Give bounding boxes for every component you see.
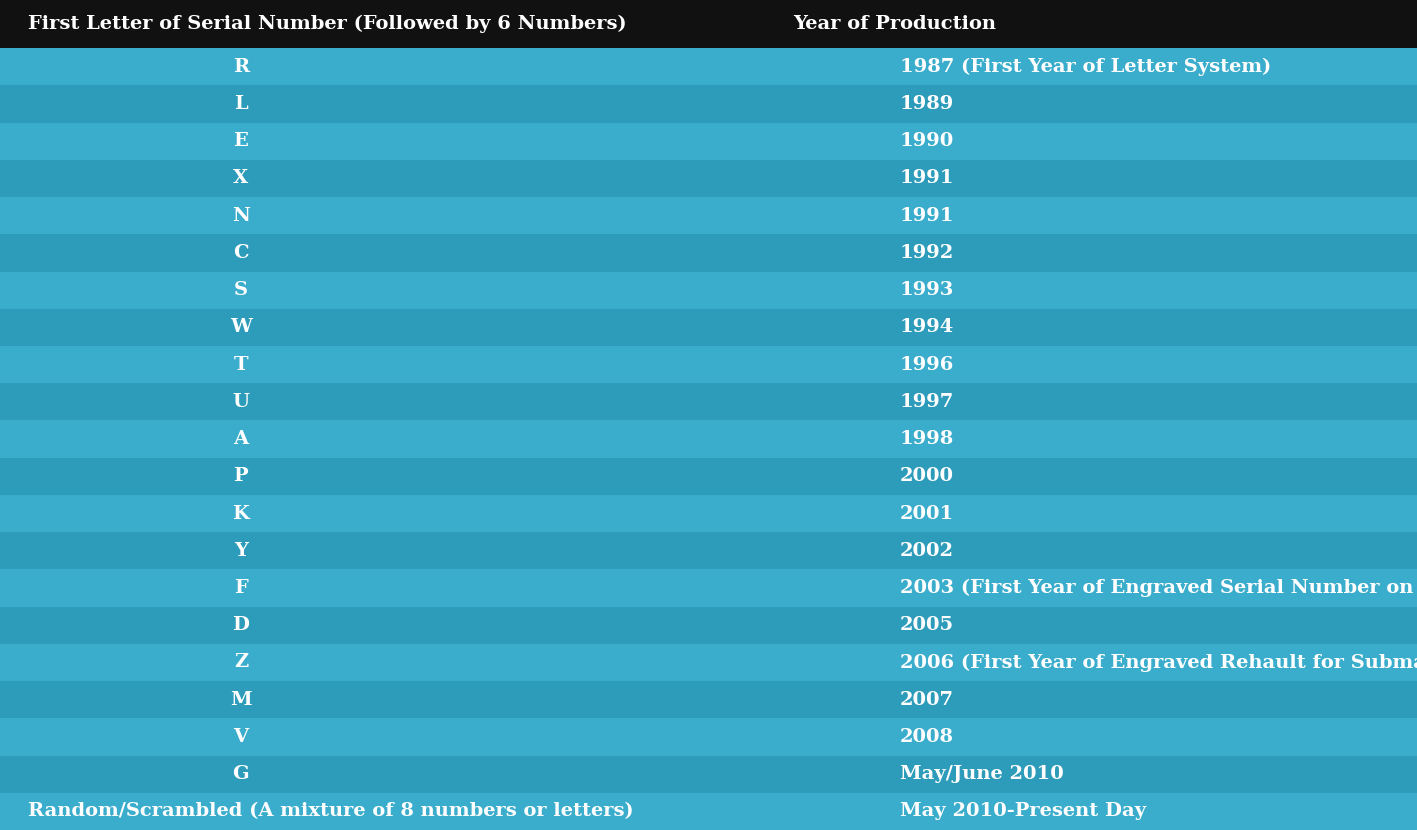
FancyBboxPatch shape	[0, 755, 1417, 793]
FancyBboxPatch shape	[0, 569, 1417, 607]
Text: May/June 2010: May/June 2010	[900, 765, 1064, 784]
Text: 1997: 1997	[900, 393, 954, 411]
Text: 1992: 1992	[900, 244, 954, 262]
Text: Random/Scrambled (A mixture of 8 numbers or letters): Random/Scrambled (A mixture of 8 numbers…	[28, 803, 633, 820]
Text: R: R	[232, 58, 249, 76]
Text: 1994: 1994	[900, 319, 954, 336]
Text: 2001: 2001	[900, 505, 954, 523]
Text: Z: Z	[234, 653, 248, 671]
FancyBboxPatch shape	[0, 644, 1417, 681]
Text: 1993: 1993	[900, 281, 954, 299]
FancyBboxPatch shape	[0, 532, 1417, 569]
FancyBboxPatch shape	[0, 85, 1417, 123]
FancyBboxPatch shape	[0, 346, 1417, 383]
FancyBboxPatch shape	[0, 234, 1417, 271]
Text: C: C	[232, 244, 249, 262]
Text: 2006 (First Year of Engraved Rehault for Submariners): 2006 (First Year of Engraved Rehault for…	[900, 653, 1417, 671]
Text: 1989: 1989	[900, 95, 954, 113]
Text: X: X	[234, 169, 248, 188]
Text: Y: Y	[234, 542, 248, 559]
Text: L: L	[234, 95, 248, 113]
Text: F: F	[234, 579, 248, 597]
Text: W: W	[230, 319, 252, 336]
Text: May 2010-Present Day: May 2010-Present Day	[900, 803, 1146, 820]
FancyBboxPatch shape	[0, 718, 1417, 755]
Text: First Letter of Serial Number (Followed by 6 Numbers): First Letter of Serial Number (Followed …	[28, 15, 626, 33]
Text: E: E	[234, 132, 248, 150]
FancyBboxPatch shape	[0, 383, 1417, 421]
FancyBboxPatch shape	[0, 0, 1417, 48]
Text: U: U	[232, 393, 249, 411]
Text: 1998: 1998	[900, 430, 954, 448]
Text: 2008: 2008	[900, 728, 954, 746]
FancyBboxPatch shape	[0, 48, 1417, 85]
Text: 1987 (First Year of Letter System): 1987 (First Year of Letter System)	[900, 57, 1271, 76]
Text: P: P	[234, 467, 248, 486]
Text: K: K	[232, 505, 249, 523]
FancyBboxPatch shape	[0, 271, 1417, 309]
FancyBboxPatch shape	[0, 607, 1417, 644]
Text: 1991: 1991	[900, 207, 954, 225]
Text: S: S	[234, 281, 248, 299]
Text: 2007: 2007	[900, 691, 954, 709]
Text: M: M	[230, 691, 252, 709]
Text: 2000: 2000	[900, 467, 954, 486]
FancyBboxPatch shape	[0, 123, 1417, 160]
Text: T: T	[234, 355, 248, 374]
FancyBboxPatch shape	[0, 160, 1417, 197]
FancyBboxPatch shape	[0, 495, 1417, 532]
Text: 1990: 1990	[900, 132, 954, 150]
FancyBboxPatch shape	[0, 197, 1417, 234]
Text: Year of Production: Year of Production	[794, 15, 996, 33]
FancyBboxPatch shape	[0, 793, 1417, 830]
Text: 2003 (First Year of Engraved Serial Number on Rehault): 2003 (First Year of Engraved Serial Numb…	[900, 579, 1417, 597]
Text: A: A	[234, 430, 248, 448]
Text: V: V	[234, 728, 248, 746]
FancyBboxPatch shape	[0, 421, 1417, 457]
Text: N: N	[232, 207, 249, 225]
Text: 1996: 1996	[900, 355, 954, 374]
FancyBboxPatch shape	[0, 309, 1417, 346]
Text: 2002: 2002	[900, 542, 954, 559]
FancyBboxPatch shape	[0, 457, 1417, 495]
Text: D: D	[232, 616, 249, 634]
Text: G: G	[232, 765, 249, 784]
Text: 2005: 2005	[900, 616, 954, 634]
Text: 1991: 1991	[900, 169, 954, 188]
FancyBboxPatch shape	[0, 681, 1417, 718]
